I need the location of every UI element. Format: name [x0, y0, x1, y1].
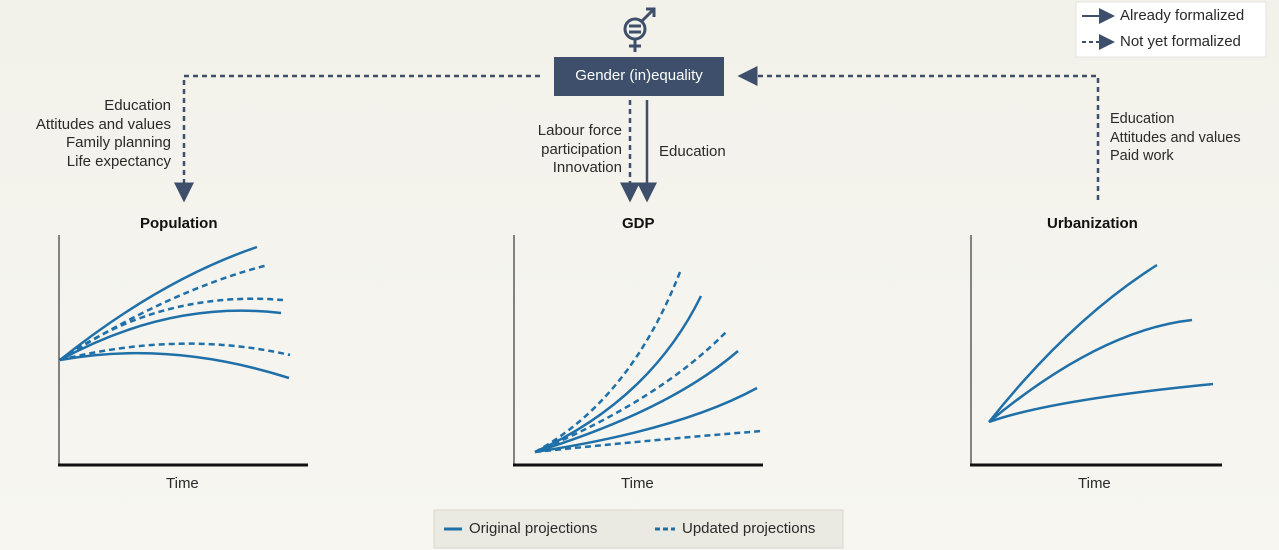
gdp-solid-curve	[534, 295, 703, 454]
label: Innovation	[552, 159, 622, 176]
population-title: Population	[140, 215, 218, 232]
right-arrow-labels: Education Attitudes and values Paid work	[1110, 110, 1241, 166]
middle-dashed-labels: Labour force participation Innovation	[460, 122, 622, 178]
middle-solid-label: Education	[659, 143, 726, 160]
label: Family planning	[65, 134, 171, 151]
left-dashed-arrow	[174, 74, 540, 203]
bottom-legend-box	[433, 509, 844, 549]
gdp-solid-curve	[534, 386, 758, 454]
gdp-dashed-curve	[534, 429, 763, 454]
population-dashed-curve	[59, 342, 291, 362]
legend-updated-label: Updated projections	[682, 520, 816, 537]
center-box	[554, 57, 724, 96]
label: Education	[104, 97, 171, 114]
population-solid-curve	[59, 351, 290, 380]
label: participation	[541, 140, 622, 158]
urbanization-solid-curve	[988, 318, 1193, 423]
urbanization-xlabel: Time	[1078, 475, 1111, 492]
legend-solid-label: Already formalized	[1120, 7, 1245, 24]
gdp-title: GDP	[622, 215, 655, 232]
right-dashed-arrow	[737, 66, 1100, 200]
urbanization-solid-curve	[988, 382, 1214, 424]
population-solid-curve	[59, 245, 258, 361]
legend-original-label: Original projections	[469, 520, 598, 537]
legend-dashed-label: Not yet formalized	[1120, 33, 1241, 50]
center-label: Gender (in)equality	[575, 67, 703, 84]
left-arrow-labels: Education Attitudes and values Family pl…	[0, 97, 171, 171]
urbanization-solid-curve	[988, 263, 1158, 423]
label: Attitudes and values	[35, 115, 171, 133]
gdp-xlabel: Time	[621, 475, 654, 492]
label: Attitudes and values	[1110, 129, 1241, 146]
population-xlabel: Time	[166, 475, 199, 492]
label: Labour force	[537, 122, 622, 139]
gdp-dashed-curve	[534, 329, 729, 454]
gender-equality-icon	[623, 7, 656, 52]
label: Education	[1110, 111, 1175, 127]
gdp-dashed-curve	[534, 271, 682, 454]
urbanization-title: Urbanization	[1047, 215, 1138, 232]
gdp-solid-curve	[534, 350, 739, 454]
population-solid-curve	[59, 309, 282, 362]
label: Life expectancy	[66, 152, 171, 170]
population-dashed-curve	[59, 297, 284, 362]
label: Paid work	[1110, 148, 1174, 164]
